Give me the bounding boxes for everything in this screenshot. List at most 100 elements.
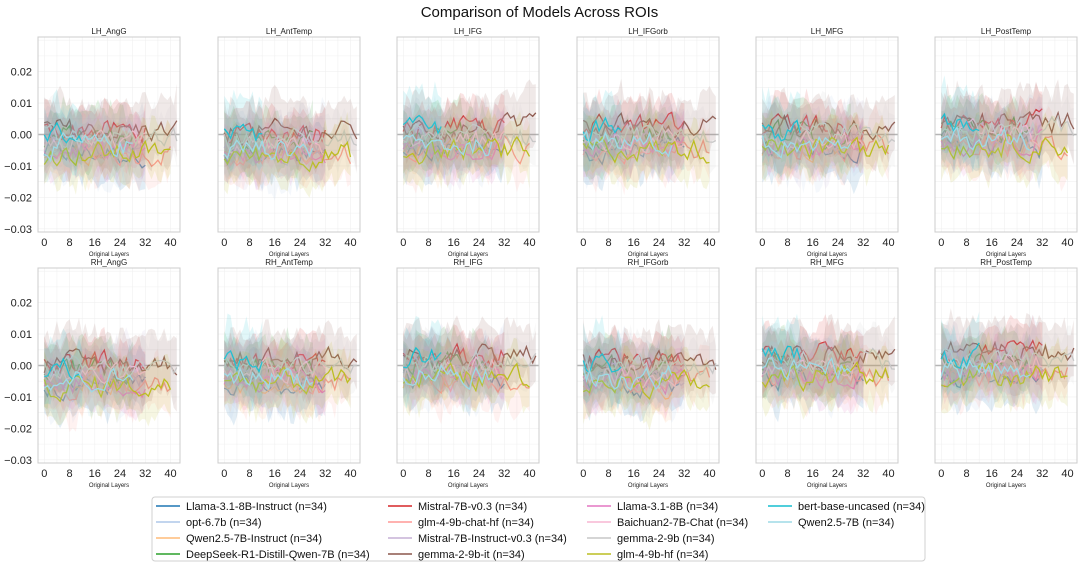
- x-tick-label: 8: [66, 237, 72, 249]
- y-tick-label: −0.01: [4, 161, 32, 173]
- series-line-7: [43, 348, 178, 376]
- x-tick-label: 32: [319, 468, 331, 480]
- series-line-11: [223, 140, 352, 173]
- x-tick-label: 0: [759, 468, 765, 480]
- y-tick-label: −0.02: [4, 192, 32, 204]
- legend-label: gemma-2-9b (n=34): [617, 533, 715, 545]
- x-tick-label: 40: [703, 468, 715, 480]
- panel-frame: [396, 36, 540, 233]
- x-tick-label: 0: [580, 468, 586, 480]
- series-line-10: [940, 347, 1075, 369]
- x-tick-label: 0: [938, 468, 944, 480]
- x-tick-label: 24: [473, 468, 485, 480]
- panel-title: RH_IFGorb: [628, 258, 669, 267]
- legend-label: Qwen2.5-7B-Instruct (n=34): [186, 533, 322, 545]
- series-line-11: [761, 360, 890, 393]
- series-band-3: [762, 94, 851, 179]
- series-line-11: [941, 362, 1068, 388]
- x-tick-label: 32: [857, 237, 869, 249]
- series-band-9: [762, 332, 864, 398]
- x-tick-label: 8: [425, 468, 431, 480]
- series-line-5: [224, 138, 352, 167]
- series-line-12: [403, 346, 442, 369]
- x-tick-label: 32: [1036, 468, 1048, 480]
- series-line-13: [582, 364, 673, 391]
- series-line-7: [223, 345, 358, 377]
- series-line-13: [761, 356, 852, 381]
- panel-frame: [576, 267, 720, 464]
- panel-series-group: [582, 315, 717, 431]
- panel-series-group: [43, 317, 178, 433]
- x-tick-label: 8: [963, 237, 969, 249]
- x-axis-label: Original Layers: [448, 252, 488, 258]
- series-line-7: [402, 111, 537, 142]
- x-tick-label: 32: [498, 468, 510, 480]
- x-tick-label: 0: [221, 468, 227, 480]
- x-tick-label: 40: [164, 237, 176, 249]
- series-band-7: [44, 317, 177, 412]
- panel-LH_AngG: LH_AngG 0 8 16 24 32 40 Original Layers 0.02 0.01…: [4, 27, 181, 258]
- x-tick-label: 8: [784, 468, 790, 480]
- x-tick-label: 8: [605, 468, 611, 480]
- series-line-13: [223, 367, 314, 391]
- figure-title: Comparison of Models Across ROIs: [421, 4, 659, 21]
- series-line-12: [582, 116, 622, 143]
- panel-title: LH_IFGorb: [628, 27, 668, 36]
- series-band-7: [583, 78, 716, 170]
- panel-title: RH_AntTemp: [265, 258, 313, 267]
- y-tick-label: −0.03: [4, 224, 32, 236]
- series-line-7: [940, 110, 1075, 136]
- legend-label: glm-4-9b-hf (n=34): [617, 549, 708, 561]
- panel-frame: [217, 267, 361, 464]
- panel-series-group: [223, 84, 358, 201]
- panel-series-group: [582, 78, 717, 196]
- series-band-9: [44, 340, 146, 410]
- x-tick-label: 8: [784, 237, 790, 249]
- x-axis-label: Original Layers: [628, 252, 668, 258]
- series-line-7: [582, 349, 717, 375]
- series-line-13: [940, 125, 1031, 151]
- series-line-4: [223, 122, 326, 146]
- series-band-3: [941, 321, 1030, 400]
- x-tick-label: 32: [1036, 237, 1048, 249]
- series-band-13: [583, 339, 672, 417]
- panel-RH_AngG: RH_AngG 0 8 16 24 32 40 Original Layers 0.02 0.01…: [4, 258, 181, 489]
- y-tick-label: −0.03: [4, 455, 32, 467]
- series-band-12: [44, 328, 83, 410]
- panel-series-group: [402, 315, 537, 424]
- series-line-5: [940, 134, 1068, 161]
- series-line-12: [761, 119, 801, 142]
- series-line-2: [224, 146, 314, 165]
- panel-LH_IFG: LH_IFG 0 8 16 24 32 40 Original Layers: [396, 27, 540, 258]
- x-tick-label: 40: [523, 237, 535, 249]
- series-band-12: [403, 81, 442, 172]
- y-tick-label: −0.01: [4, 392, 32, 404]
- series-line-13: [44, 131, 133, 163]
- series-band-13: [941, 333, 1030, 405]
- series-line-6: [402, 351, 505, 377]
- x-tick-label: 24: [653, 468, 665, 480]
- panel-title: LH_AntTemp: [266, 27, 313, 36]
- panel-frame: [37, 267, 181, 464]
- panel-title: LH_PostTemp: [981, 27, 1032, 36]
- series-line-11: [941, 133, 1069, 165]
- series-band-9: [762, 102, 864, 177]
- y-tick-label: 0.00: [11, 361, 32, 373]
- x-tick-label: 40: [882, 468, 894, 480]
- panel-title: LH_AngG: [91, 27, 126, 36]
- x-axis-label: Original Layers: [269, 483, 309, 489]
- series-line-9: [582, 364, 685, 390]
- series-line-7: [582, 111, 717, 141]
- series-line-10: [403, 122, 536, 148]
- panel-series-group: [402, 79, 537, 194]
- legend-label: opt-6.7b (n=34): [186, 517, 262, 529]
- series-line-12: [940, 342, 980, 370]
- series-band-10: [44, 328, 177, 407]
- panel-RH_AntTemp: RH_AntTemp 0 8 16 24 32 40 Original Layers: [217, 258, 361, 489]
- legend-label: Mistral-7B-Instruct-v0.3 (n=34): [418, 533, 567, 545]
- series-line-8: [223, 366, 326, 394]
- x-tick-label: 16: [986, 468, 998, 480]
- x-tick-label: 32: [319, 237, 331, 249]
- legend-label: Mistral-7B-v0.3 (n=34): [418, 501, 527, 513]
- legend-label: Qwen2.5-7B (n=34): [798, 517, 894, 529]
